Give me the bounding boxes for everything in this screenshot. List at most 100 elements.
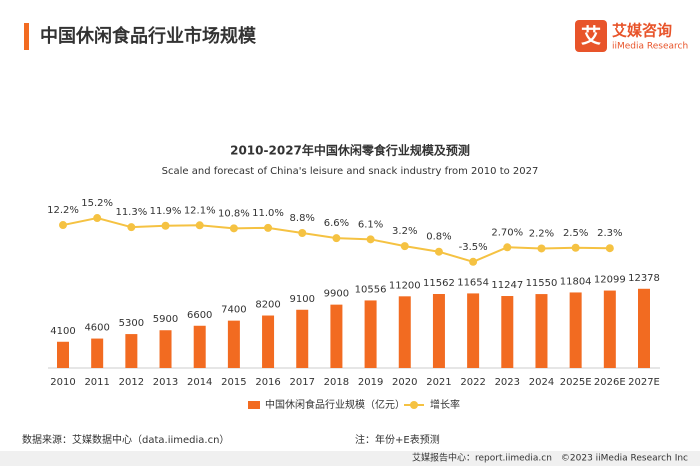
- bar-value-label: 9900: [324, 289, 349, 300]
- bar: [330, 304, 343, 368]
- bar: [91, 338, 104, 368]
- growth-point: [264, 223, 273, 232]
- growth-value-label: 2.70%: [491, 227, 523, 238]
- logo-sub: iiMedia Research: [612, 42, 688, 52]
- bar-value-label: 12378: [628, 273, 660, 284]
- growth-value-label: 2.3%: [597, 228, 622, 239]
- growth-value-label: 8.8%: [290, 213, 315, 224]
- legend-label: 增长率: [430, 398, 460, 411]
- growth-value-label: 3.2%: [392, 226, 417, 237]
- growth-point: [503, 243, 512, 252]
- x-tick-label: 2019: [358, 377, 383, 388]
- growth-point: [366, 235, 375, 244]
- growth-point: [93, 214, 102, 223]
- x-tick-label: 2016: [255, 377, 280, 388]
- logo-name: 艾媒咨询: [612, 22, 672, 40]
- x-tick-label: 2022: [460, 377, 485, 388]
- bar: [125, 334, 138, 368]
- page-title: 中国休闲食品行业市场规模: [40, 25, 257, 47]
- growth-point: [469, 257, 478, 266]
- bar: [467, 293, 480, 368]
- bar: [535, 294, 548, 368]
- bar-value-label: 8200: [255, 300, 280, 311]
- footer-bar: [0, 451, 700, 466]
- footer-right: ©2023 iiMedia Research Inc: [561, 454, 688, 464]
- bar: [569, 292, 582, 368]
- growth-value-label: 2.2%: [529, 228, 554, 239]
- bar-value-label: 11562: [423, 278, 455, 289]
- growth-point: [229, 224, 238, 233]
- source: 数据来源：艾媒数据中心（data.iimedia.cn）: [22, 433, 229, 446]
- bar-value-label: 10556: [355, 284, 387, 295]
- growth-value-label: 11.9%: [150, 206, 182, 217]
- chart-subtitle: Scale and forecast of China's leisure an…: [162, 166, 539, 177]
- bar-value-label: 5300: [119, 318, 144, 329]
- x-tick-label: 2012: [119, 377, 144, 388]
- growth-point: [195, 221, 204, 230]
- bar: [159, 330, 172, 368]
- bar-value-label: 11654: [457, 277, 489, 288]
- growth-point: [571, 243, 580, 252]
- bar-value-label: 4100: [50, 326, 75, 337]
- x-tick-label: 2011: [84, 377, 109, 388]
- bar: [57, 341, 69, 368]
- bar: [398, 296, 411, 368]
- growth-value-label: 12.2%: [47, 205, 79, 216]
- growth-value-label: 12.1%: [184, 205, 216, 216]
- x-tick-label: 2018: [324, 377, 349, 388]
- bar-value-label: 11550: [526, 278, 558, 289]
- x-tick-label: 2021: [426, 377, 451, 388]
- bar: [193, 325, 206, 368]
- bar: [364, 300, 377, 368]
- bar-value-label: 11804: [560, 276, 592, 287]
- bar: [296, 309, 309, 368]
- legend-marker: [410, 401, 418, 409]
- growth-point: [298, 229, 307, 238]
- bar: [262, 315, 275, 368]
- legend-label: 中国休闲食品行业规模（亿元）: [265, 398, 405, 411]
- x-tick-label: 2025E: [560, 377, 592, 388]
- growth-point: [434, 247, 443, 256]
- growth-point: [332, 234, 341, 243]
- x-tick-label: 2015: [221, 377, 246, 388]
- bar-value-label: 12099: [594, 275, 626, 286]
- growth-point: [161, 221, 170, 230]
- x-tick-label: 2020: [392, 377, 417, 388]
- growth-point: [605, 244, 614, 253]
- bar: [227, 320, 240, 368]
- growth-point: [59, 221, 67, 230]
- bar: [638, 288, 650, 368]
- bar: [603, 290, 616, 368]
- chart-title: 2010-2027年中国休闲零食行业规模及预测: [230, 143, 470, 158]
- growth-value-label: 2.5%: [563, 228, 588, 239]
- logo-mark-bg: [575, 20, 607, 52]
- growth-value-label: -3.5%: [459, 242, 488, 253]
- title-accent: [24, 23, 29, 50]
- bar-value-label: 11200: [389, 280, 421, 291]
- growth-point: [127, 223, 136, 232]
- x-tick-label: 2027E: [628, 377, 660, 388]
- bar-value-label: 4600: [84, 323, 109, 334]
- growth-value-label: 6.1%: [358, 219, 383, 230]
- legend-swatch: [248, 401, 260, 409]
- note: 注：年份+E表预测: [355, 433, 440, 446]
- growth-point: [400, 242, 409, 251]
- growth-value-label: 11.0%: [252, 208, 284, 219]
- footer-left: 艾媒报告中心：report.iimedia.cn: [412, 452, 552, 464]
- x-tick-label: 2024: [529, 377, 554, 388]
- bar-value-label: 5900: [153, 314, 178, 325]
- logo-mark: 艾: [581, 24, 601, 48]
- bar-value-label: 7400: [221, 305, 246, 316]
- x-tick-label: 2014: [187, 377, 212, 388]
- x-tick-label: 2010: [50, 377, 75, 388]
- x-tick-label: 2023: [495, 377, 520, 388]
- bar: [501, 296, 514, 368]
- growth-value-label: 15.2%: [81, 198, 113, 209]
- x-tick-label: 2026E: [594, 377, 626, 388]
- bar-value-label: 11247: [491, 280, 523, 291]
- bar: [432, 294, 445, 368]
- bar-value-label: 9100: [290, 294, 315, 305]
- growth-value-label: 6.6%: [324, 218, 349, 229]
